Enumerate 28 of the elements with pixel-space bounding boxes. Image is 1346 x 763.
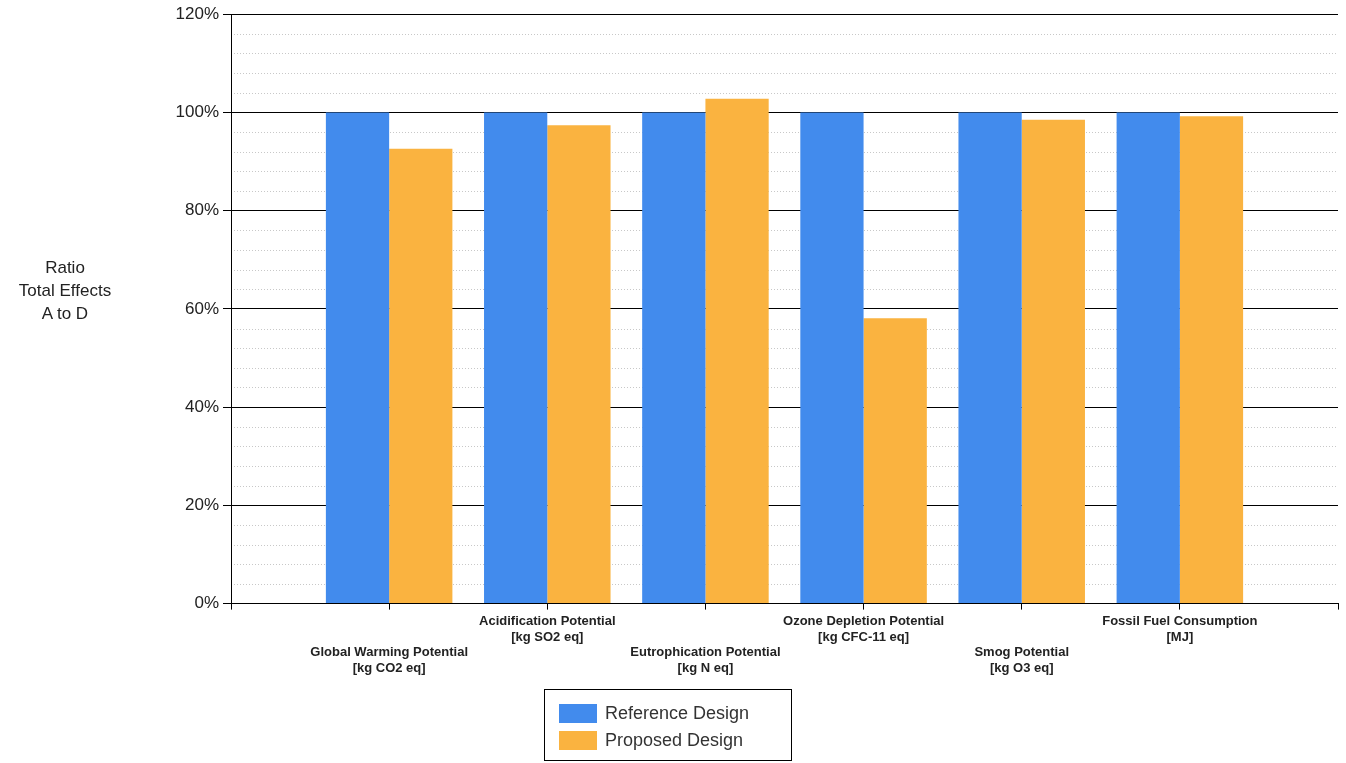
x-tick-label: Ozone Depletion Potential [kg CFC-11 eq]: [783, 612, 945, 644]
bar: [642, 112, 706, 604]
y-tick-label: 100%: [175, 102, 219, 122]
y-tick-label: 20%: [184, 495, 219, 515]
bar: [1116, 112, 1180, 604]
y-tick-label: 0%: [194, 593, 219, 613]
bar: [1021, 119, 1085, 604]
bar: [389, 148, 453, 604]
x-tick-label: Fossil Fuel Consumption [MJ]: [1102, 612, 1258, 644]
x-tick-label: Global Warming Potential [kg CO2 eq]: [310, 644, 468, 675]
bar: [800, 112, 864, 604]
bar: [325, 112, 390, 604]
x-tick-label: Smog Potential [kg O3 eq]: [974, 644, 1070, 675]
bar: [958, 112, 1022, 604]
bar: [1179, 116, 1244, 604]
bar: [705, 98, 769, 604]
legend-label: Proposed Design: [605, 730, 744, 751]
y-tick-label: 40%: [184, 396, 219, 416]
x-tick-label: Acidification Potential [kg SO2 eq]: [479, 612, 616, 644]
bar: [547, 125, 611, 604]
x-tick-label: Eutrophication Potential [kg N eq]: [630, 644, 781, 675]
y-axis-title: Ratio Total Effects A to D: [17, 257, 113, 325]
bar: [484, 112, 548, 604]
bar: [863, 318, 927, 604]
y-tick-label: 80%: [184, 200, 219, 220]
legend-label: Reference Design: [605, 703, 750, 724]
y-tick-label: 120%: [175, 3, 219, 23]
y-tick-label: 60%: [184, 298, 219, 318]
